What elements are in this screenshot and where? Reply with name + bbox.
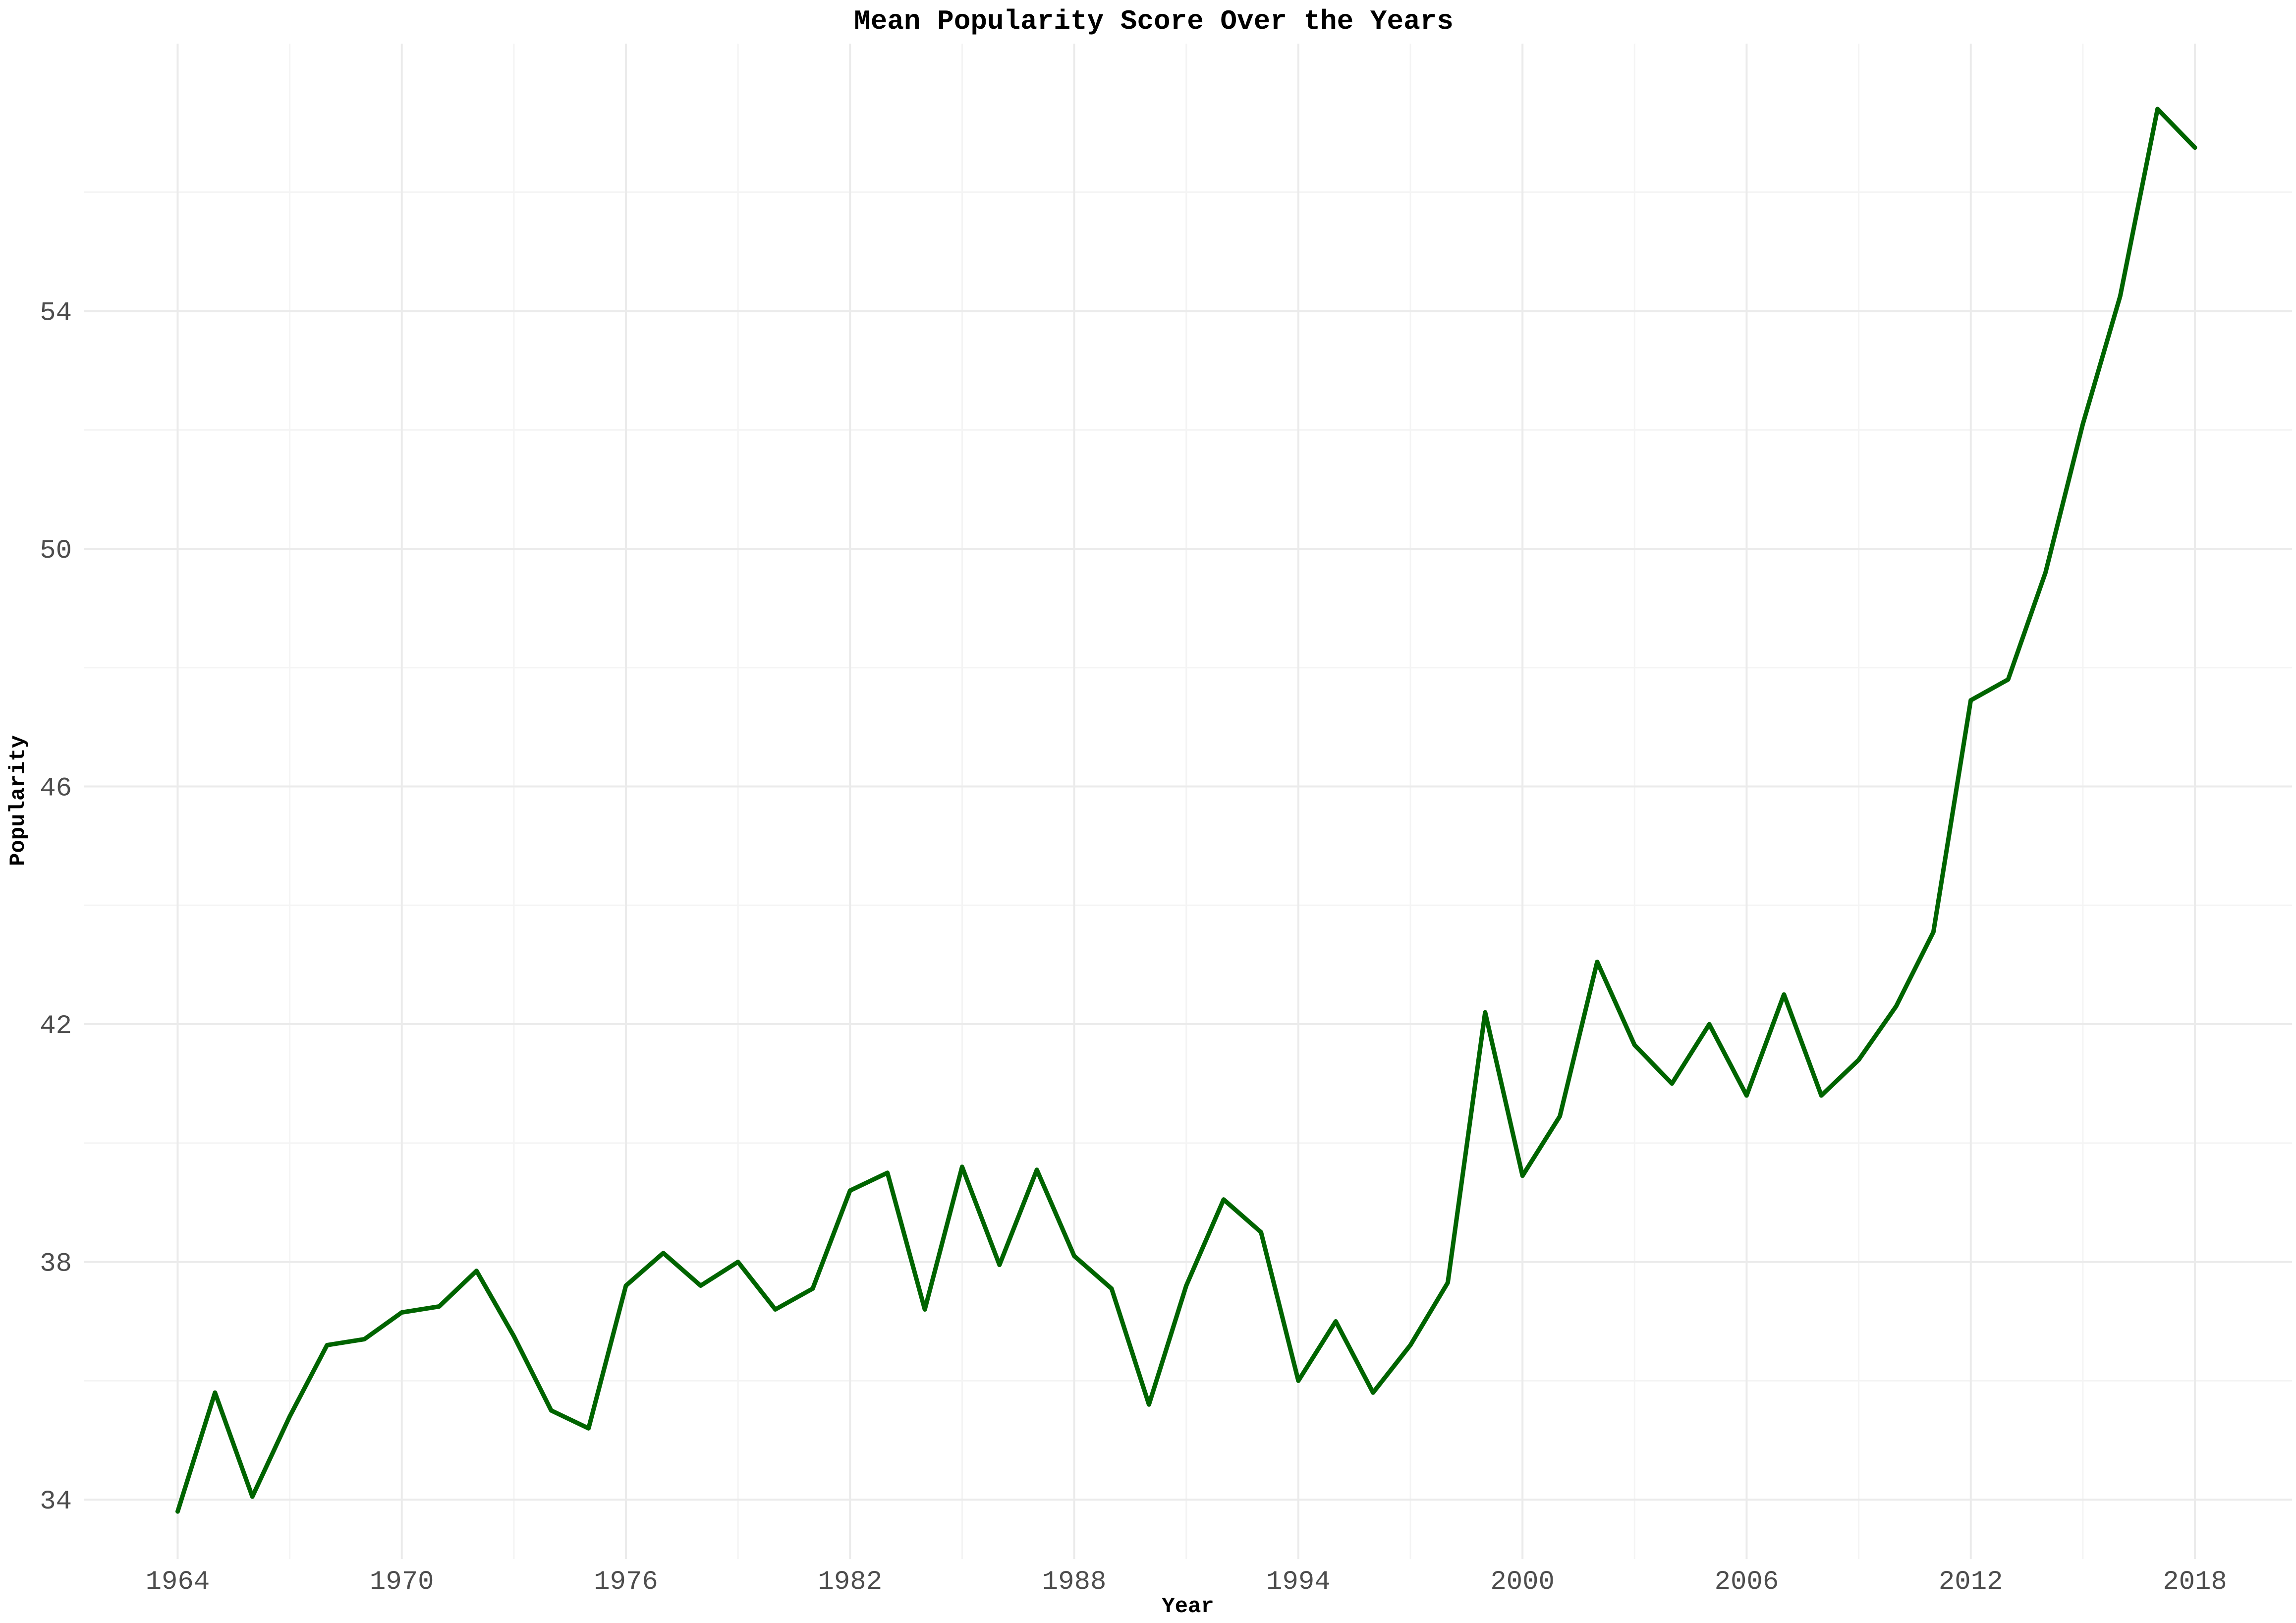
- y-tick-label: 46: [40, 774, 72, 804]
- series: [175, 107, 2197, 1514]
- x-axis-title: Year: [1162, 1594, 1214, 1619]
- x-tick-label: 1988: [1042, 1567, 1107, 1597]
- axis-ticks: 1964 1970 1976 1982 1988 1994 2000 2006 2012 2018…: [40, 298, 2227, 1597]
- x-tick-label: 2000: [1490, 1567, 1555, 1597]
- x-tick-label: 2006: [1715, 1567, 1779, 1597]
- y-tick-label: 34: [40, 1487, 72, 1517]
- y-tick-label: 38: [40, 1249, 72, 1279]
- y-tick-label: 42: [40, 1011, 72, 1042]
- x-tick-label: 1964: [146, 1567, 210, 1597]
- x-tick-label: 1970: [370, 1567, 434, 1597]
- series-line: [175, 107, 2197, 1514]
- x-tick-label: 1976: [594, 1567, 658, 1597]
- x-tick-label: 1994: [1266, 1567, 1331, 1597]
- y-axis-title: Popularity: [6, 735, 31, 866]
- y-tick-label: 54: [40, 298, 72, 328]
- x-tick-label: 1982: [818, 1567, 882, 1597]
- x-tick-label: 2018: [2163, 1567, 2227, 1597]
- y-tick-label: 50: [40, 536, 72, 566]
- grid: [84, 44, 2292, 1559]
- x-tick-label: 2012: [1939, 1567, 2003, 1597]
- chart-title: Mean Popularity Score Over the Years: [854, 5, 1454, 37]
